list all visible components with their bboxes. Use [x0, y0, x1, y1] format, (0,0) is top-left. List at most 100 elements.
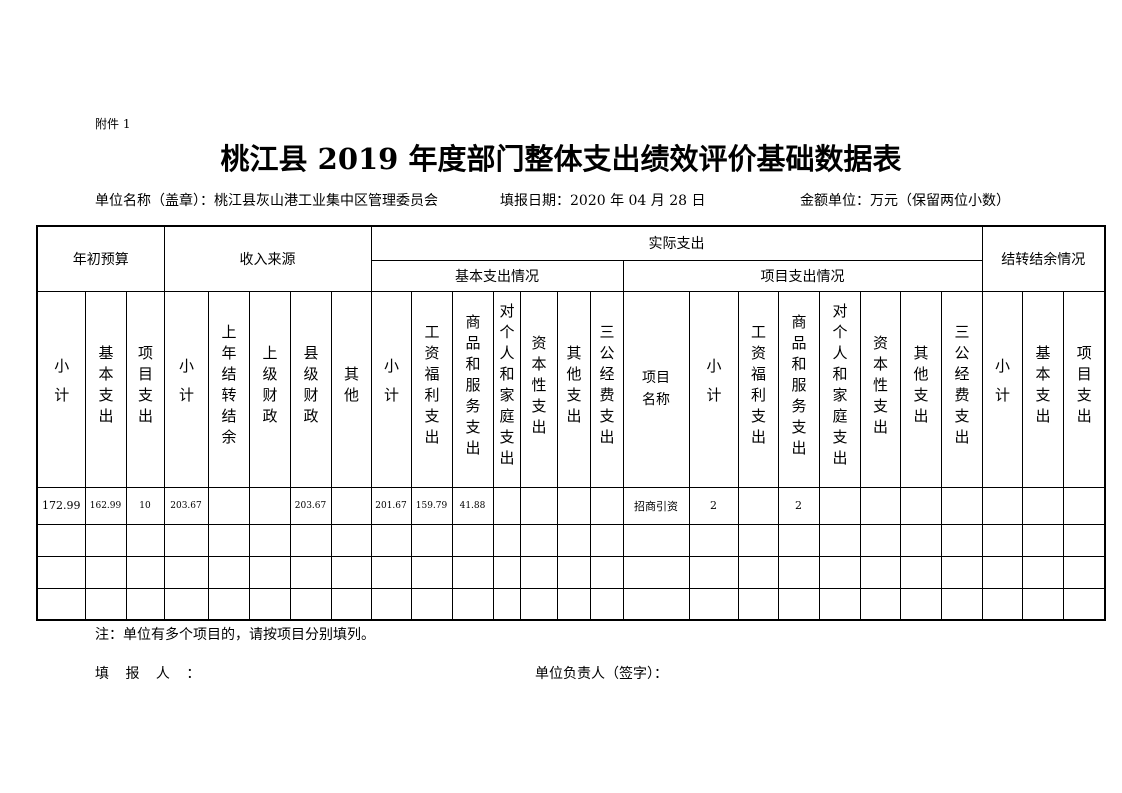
table-cell [410, 555, 453, 589]
table-cell [859, 555, 901, 589]
table-cell [84, 523, 127, 557]
column-header-label: 工资福利支出 [749, 324, 767, 450]
header-project: 项目支出情况 [622, 259, 983, 292]
table-row: 172.99 162.99 10 203.67 203.67 201.67 159.79 41… [36, 486, 1106, 525]
table-cell [207, 486, 250, 525]
column-header: 小计 [981, 290, 1023, 488]
table-cell [1062, 555, 1106, 589]
table-cell [370, 523, 412, 557]
column-header: 项目支出 [125, 290, 165, 488]
table-cell [330, 523, 372, 557]
table-cell: 203.67 [289, 486, 332, 525]
unit-name: 单位名称（盖章）：桃江县灰山港工业集中区管理委员会 [95, 193, 438, 209]
column-header: 资本性支出 [519, 290, 558, 488]
column-header-label: 商品和服务支出 [789, 313, 808, 461]
table-cell [899, 523, 942, 557]
head-signature: 单位负责人（签字）： [535, 666, 668, 682]
table-cell [899, 555, 942, 589]
table-cell [451, 523, 494, 557]
table-cell [36, 587, 86, 621]
table-cell [859, 587, 901, 621]
filler-signature: 填 报 人 ： [95, 666, 207, 682]
table-cell [940, 523, 983, 557]
column-header: 基本支出 [1021, 290, 1064, 488]
column-header-label: 其他支出 [911, 345, 930, 429]
table-cell: 41.88 [451, 486, 494, 525]
table-cell [519, 486, 558, 525]
column-header-label: 三公经费支出 [597, 324, 616, 450]
column-header: 资本性支出 [859, 290, 901, 488]
table-cell [981, 523, 1023, 557]
table-cell [207, 523, 250, 557]
column-header: 小计 [36, 290, 86, 488]
column-header: 其他 [330, 290, 372, 488]
column-header: 工资福利支出 [410, 290, 453, 488]
table-cell [370, 587, 412, 621]
table-cell [36, 523, 86, 557]
column-header-label: 资本性支出 [871, 334, 889, 440]
column-header: 小计 [163, 290, 209, 488]
table-cell [818, 555, 861, 589]
page-title: 桃江县 2019 年度部门整体支出绩效评价基础数据表 [220, 142, 902, 176]
column-header: 其他支出 [899, 290, 942, 488]
table-cell [125, 555, 165, 589]
table-cell [589, 486, 624, 525]
table-cell [556, 587, 591, 621]
header-budget: 年初预算 [36, 225, 165, 292]
column-header: 小计 [370, 290, 412, 488]
column-header-label: 小计 [52, 358, 71, 416]
table-cell: 10 [125, 486, 165, 525]
column-header: 商品和服务支出 [777, 290, 820, 488]
column-header: 项目支出 [1062, 290, 1106, 488]
column-header: 对个人和家庭支出 [492, 290, 521, 488]
table-row [36, 523, 1106, 557]
table-cell [981, 486, 1023, 525]
table-cell: 162.99 [84, 486, 127, 525]
data-table: 年初预算 收入来源 实际支出 结转结余情况 基本支出情况 项目支出情况 小计 基本… [36, 225, 1106, 621]
table-cell [330, 555, 372, 589]
table-cell [818, 587, 861, 621]
column-header: 其他支出 [556, 290, 591, 488]
table-cell [370, 555, 412, 589]
column-header-label: 项目支出 [1074, 345, 1093, 429]
table-cell [163, 523, 209, 557]
table-cell: 172.99 [36, 486, 86, 525]
table-cell [330, 486, 372, 525]
table-cell [519, 523, 558, 557]
header-basic: 基本支出情况 [370, 259, 624, 292]
currency-unit: 金额单位：万元（保留两位小数） [800, 193, 1010, 209]
table-cell [207, 555, 250, 589]
column-header-label: 资本性支出 [529, 334, 548, 440]
table-cell [818, 486, 861, 525]
column-header-label: 项目支出 [136, 345, 154, 429]
column-header: 县级财政 [289, 290, 332, 488]
fill-date: 填报日期：2020 年 04 月 28 日 [500, 193, 706, 209]
column-header-label: 基本支出 [96, 345, 115, 429]
table-cell [688, 587, 739, 621]
table-cell [981, 587, 1023, 621]
column-header-label: 工资福利支出 [422, 324, 441, 450]
attachment-label: 附件 1 [95, 117, 131, 131]
column-header-label: 商品和服务支出 [463, 313, 482, 461]
table-cell [492, 555, 521, 589]
table-cell [163, 555, 209, 589]
table-cell [492, 486, 521, 525]
table-cell [737, 587, 779, 621]
column-header-label: 三公经费支出 [952, 324, 971, 450]
table-cell: 159.79 [410, 486, 453, 525]
table-cell [1021, 523, 1064, 557]
column-header-label: 小计 [382, 358, 400, 416]
footnote: 注：单位有多个项目的，请按项目分别填列。 [95, 627, 375, 643]
table-cell [207, 587, 250, 621]
table-cell [556, 486, 591, 525]
table-cell [410, 587, 453, 621]
table-cell [818, 523, 861, 557]
table-cell [1021, 486, 1064, 525]
table-cell [556, 555, 591, 589]
column-header-label: 对个人和家庭支出 [497, 303, 516, 471]
table-cell [981, 555, 1023, 589]
table-cell [940, 555, 983, 589]
table-cell [777, 523, 820, 557]
table-cell [451, 555, 494, 589]
table-cell [737, 523, 779, 557]
